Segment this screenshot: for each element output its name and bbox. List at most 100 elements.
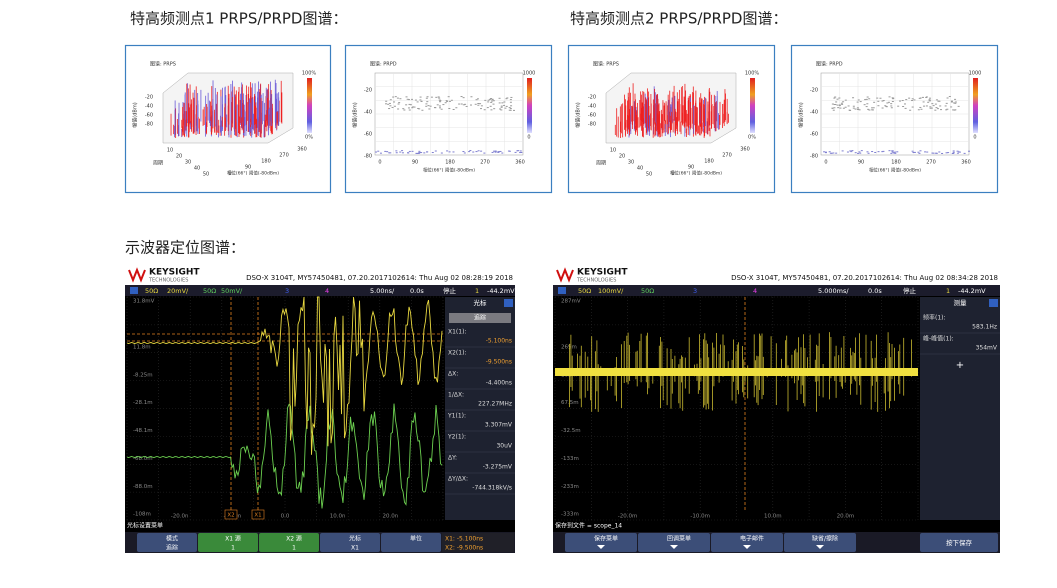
prpd-point [956, 150, 959, 152]
side-button-label: 追踪 [474, 314, 486, 322]
prpd-point [401, 152, 404, 154]
softkey[interactable] [784, 533, 856, 552]
status-box [442, 533, 514, 552]
scale-label: 100% [745, 71, 760, 77]
y-tick: -80 [145, 122, 153, 128]
prpd-point [408, 150, 411, 152]
prpd-point [921, 96, 924, 98]
prpd-point [414, 99, 417, 101]
prpd-point [902, 106, 905, 108]
level-tick: 31.8mV [133, 299, 155, 305]
softkey[interactable] [638, 533, 710, 552]
prpd-point [858, 109, 861, 111]
prpd-point [491, 100, 494, 102]
cursor-label: X2 [227, 513, 234, 519]
prpd-point [929, 107, 932, 109]
softkey[interactable] [198, 533, 258, 552]
toolbar-item: 50mV/ [221, 287, 243, 295]
side-plus: + [956, 360, 964, 371]
prpd-point [399, 98, 402, 100]
waveform-band [555, 368, 918, 376]
softkey[interactable] [137, 533, 197, 552]
prpd-point [469, 104, 472, 106]
prpd-point [832, 152, 835, 154]
softkey[interactable] [320, 533, 380, 552]
prpd-point [411, 98, 414, 100]
status-text: X1: -5.100ns [445, 536, 483, 543]
prpd-point [866, 96, 869, 98]
softkey-arrow [670, 545, 678, 549]
prpd-point [508, 107, 511, 109]
softkey[interactable] [259, 533, 319, 552]
prpd-point [954, 101, 957, 103]
prpd-point [936, 108, 939, 110]
prpd-point [865, 98, 868, 100]
prpd-point [462, 97, 465, 99]
prpd-point [952, 109, 955, 111]
toolbar-item: 0.0s [868, 287, 882, 295]
save-button[interactable] [920, 533, 998, 552]
prpd-point [968, 150, 971, 152]
prpd-point [385, 103, 388, 105]
prpd-point [500, 109, 503, 111]
softkey[interactable] [711, 533, 783, 552]
prpd-point [487, 101, 490, 103]
prpd-point [885, 106, 888, 108]
prpd-point [890, 152, 893, 154]
prpd-point [899, 100, 902, 102]
axis-label: 相位(66°) 阈值(-80dBm) [227, 170, 279, 177]
prpd-point [423, 152, 426, 154]
prpd-point [882, 150, 885, 152]
x-tick: 50 [646, 172, 652, 178]
prpd-point [917, 151, 920, 153]
prpd-point [852, 107, 855, 109]
prpd-point [844, 106, 847, 108]
prpd-point [835, 101, 838, 103]
color-scale [527, 78, 532, 133]
waveform-ch1 [126, 296, 443, 455]
y-tick: -20 [364, 88, 372, 94]
level-tick: -108m [133, 512, 151, 518]
x-tick: 180 [261, 159, 271, 165]
prpd-point [851, 150, 854, 152]
prpd-point [831, 103, 834, 105]
x-tick: 270 [722, 153, 732, 159]
prpd-point [958, 151, 961, 153]
prpd-point [938, 151, 941, 153]
prpd-point [917, 109, 920, 111]
prpd-point [876, 97, 879, 99]
prpd-point [913, 151, 916, 153]
prpd-point [418, 108, 421, 110]
heading: 示波器定位图谱： [125, 239, 245, 257]
prpd-point [950, 100, 953, 102]
prpd-point [469, 150, 472, 152]
save-label: 按下保存 [946, 538, 973, 547]
prpd-point [419, 96, 422, 98]
prpd-point [499, 108, 502, 110]
prpd-point [860, 150, 863, 152]
prpd-point [402, 108, 405, 110]
axis-label: 相位(66°) 阈值(-80dBm) [670, 170, 722, 177]
menu-title: 光标设置菜单 [127, 522, 163, 530]
prpd-point [431, 152, 434, 154]
toolbar-item: 100mV/ [598, 287, 624, 295]
toolbar-item: 50Ω [203, 287, 216, 295]
prpd-point [388, 108, 391, 110]
prpd-point [879, 97, 882, 99]
prpd-point [919, 106, 922, 108]
softkey[interactable] [565, 533, 637, 552]
prpd-point [824, 152, 827, 154]
brand-logo [128, 267, 146, 283]
prpd-point [911, 98, 914, 100]
prpd-point [420, 152, 423, 154]
axis-label: 相位(66°) 阈值(-80dBm) [423, 167, 475, 174]
prpd-point [504, 107, 507, 109]
prpd-point [477, 104, 480, 106]
softkey[interactable] [381, 533, 441, 552]
prpd-point [489, 105, 492, 107]
x-tick: 360 [961, 160, 971, 166]
prpd-point [948, 96, 951, 98]
prpd-point [863, 104, 866, 106]
prpd-point [505, 98, 508, 100]
prpd-point [934, 109, 937, 111]
